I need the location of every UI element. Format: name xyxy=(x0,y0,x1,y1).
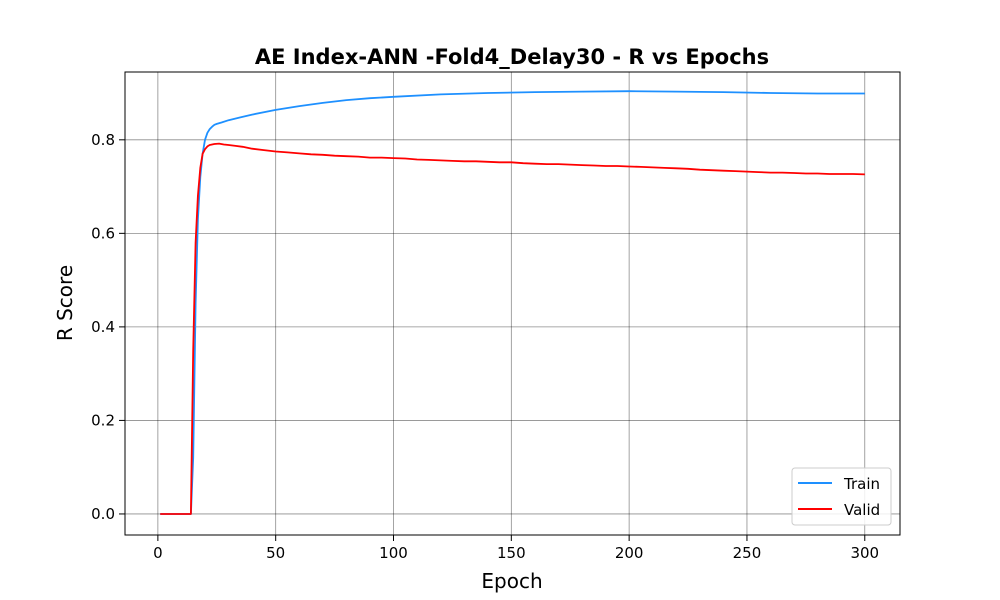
x-tick-label: 200 xyxy=(615,544,644,562)
legend-label-valid: Valid xyxy=(844,501,880,519)
y-tick-label: 0.4 xyxy=(91,318,115,336)
x-tick-label: 0 xyxy=(153,544,163,562)
y-tick-label: 0.6 xyxy=(91,224,115,242)
y-axis-label: R Score xyxy=(53,265,77,341)
legend: Train Valid xyxy=(791,467,892,526)
series-line-train xyxy=(160,90,865,515)
y-tick-label: 0.0 xyxy=(91,505,115,523)
series-line-valid xyxy=(160,142,865,515)
x-tick-label: 300 xyxy=(850,544,879,562)
y-tick-label: 0.8 xyxy=(91,131,115,149)
x-tick-label: 250 xyxy=(733,544,762,562)
legend-label-train: Train xyxy=(843,475,880,493)
x-tick-label: 150 xyxy=(497,544,526,562)
series-lines xyxy=(160,90,865,515)
axis-ticks: 0 50 100 150 200 250 300 0.0 0.2 0.4 0.6 0.8 xyxy=(91,131,879,562)
x-tick-label: 50 xyxy=(266,544,285,562)
plot-frame xyxy=(124,71,901,536)
x-axis-label: Epoch xyxy=(481,569,542,593)
chart-title: AE Index-ANN -Fold4_Delay30 - R vs Epoch… xyxy=(255,45,769,69)
x-tick-label: 100 xyxy=(379,544,408,562)
grid-lines xyxy=(125,72,900,535)
y-tick-label: 0.2 xyxy=(91,411,115,429)
